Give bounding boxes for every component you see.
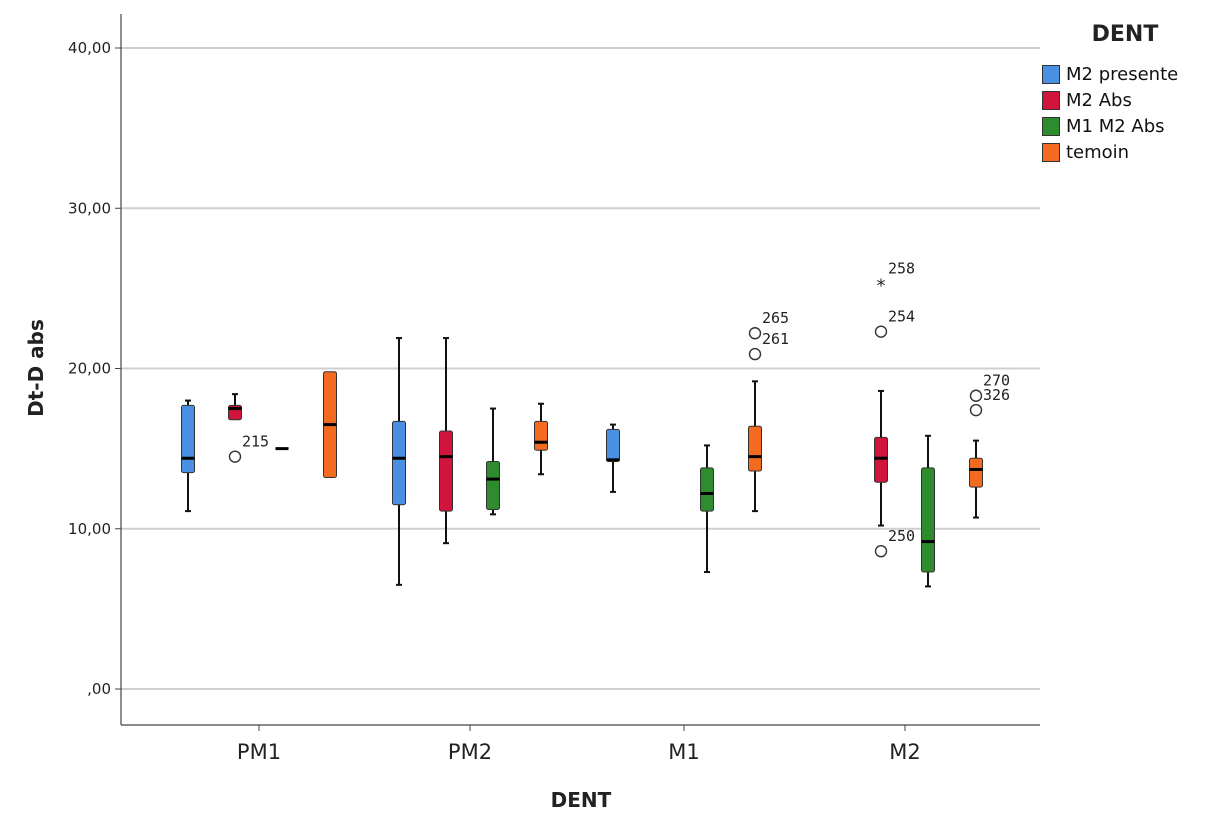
legend-swatch <box>1042 142 1060 162</box>
boxes <box>181 337 983 588</box>
box <box>874 436 888 483</box>
box <box>181 404 195 474</box>
box <box>700 467 714 512</box>
box <box>534 420 548 451</box>
outlier-circle <box>969 389 983 402</box>
outlier-star: * <box>877 276 886 297</box>
box-group <box>534 402 548 476</box>
outlier-label: 258 <box>888 260 915 278</box>
outlier-label: 326 <box>983 386 1010 404</box>
outlier-label: 254 <box>888 308 915 326</box>
box-group <box>439 337 453 545</box>
box-group <box>606 423 620 493</box>
y-axis-title: Dt-D abs <box>24 319 48 417</box>
outlier-label: 265 <box>762 309 789 327</box>
box <box>748 425 762 472</box>
legend-label: M2 presente <box>1066 63 1179 85</box>
outlier-circle <box>228 450 242 463</box>
y-tick-label: 20,00 <box>68 360 111 378</box>
box <box>439 430 453 512</box>
outlier-circle <box>748 347 762 361</box>
outlier-circle <box>874 325 888 338</box>
box-group <box>323 371 337 478</box>
outlier-label: 261 <box>762 330 789 348</box>
x-tick-label: PM1 <box>237 740 281 764</box>
legend: DENT M2 presente M2 Abs M1 M2 Abs temoin <box>1042 22 1202 165</box>
box-group <box>486 407 500 516</box>
gridlines <box>121 47 1040 690</box>
legend-label: M1 M2 Abs <box>1066 115 1165 137</box>
box <box>921 467 935 573</box>
outlier-label: 270 <box>983 372 1010 390</box>
box-group <box>228 393 242 421</box>
legend-item-m1-m2-abs: M1 M2 Abs <box>1042 113 1202 139</box>
legend-item-temoin: temoin <box>1042 139 1202 165</box>
box-group <box>181 399 195 513</box>
legend-title: DENT <box>1091 22 1159 47</box>
outlier-circle <box>969 403 983 417</box>
outlier-label: 215 <box>242 433 269 451</box>
legend-label: temoin <box>1066 141 1130 163</box>
box-group <box>969 439 983 519</box>
box <box>486 460 500 511</box>
x-tick-label: M2 <box>889 740 920 764</box>
box-group <box>874 389 888 527</box>
legend-item-m2-abs: M2 Abs <box>1042 87 1202 113</box>
box-group <box>392 337 406 586</box>
x-axis-title: DENT <box>550 788 612 812</box>
y-tick-label: 30,00 <box>68 199 111 217</box>
box-group <box>748 380 762 513</box>
x-tick-label: M1 <box>668 740 699 764</box>
outlier-label: 250 <box>888 527 915 545</box>
legend-item-m2-presente: M2 presente <box>1042 61 1202 87</box>
x-tick-label: PM2 <box>448 740 492 764</box>
box-group <box>700 444 714 574</box>
legend-label: M2 Abs <box>1066 89 1132 111</box>
outlier-circle <box>874 544 888 558</box>
box-group <box>921 434 935 588</box>
box <box>392 420 406 506</box>
box <box>606 428 620 462</box>
y-tick-label: ,00 <box>87 680 111 698</box>
axes: ,00 10,00 20,00 30,00 40,00 PM1 PM2 M1 M2 <box>68 14 1040 764</box>
y-tick-label: 40,00 <box>68 39 111 57</box>
box <box>969 457 983 488</box>
y-tick-label: 10,00 <box>68 520 111 538</box>
legend-swatch <box>1042 90 1060 110</box>
outlier-circle <box>748 327 762 340</box>
legend-swatch <box>1042 116 1060 136</box>
legend-swatch <box>1042 64 1060 84</box>
